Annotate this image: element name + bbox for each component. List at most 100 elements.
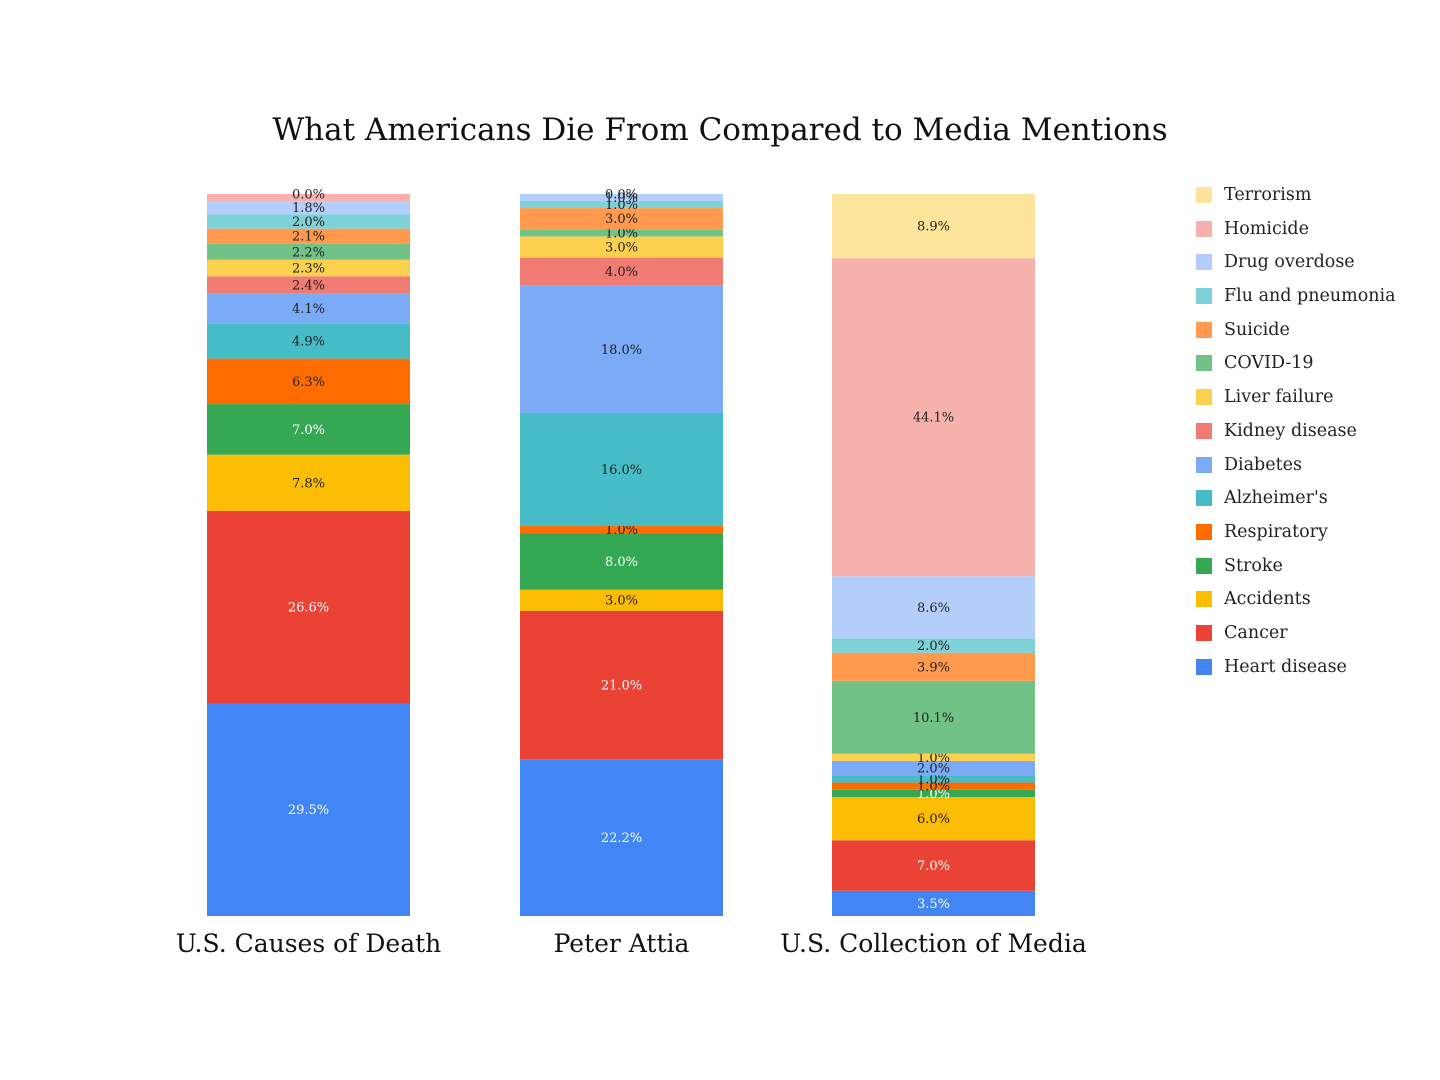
bar-segment-heart-disease-u-s-collection-of-media bbox=[832, 890, 1035, 916]
data-label-drug-overdose-u-s-collection-of-media: 8.6% bbox=[917, 601, 950, 616]
legend-swatch bbox=[1196, 422, 1212, 439]
bar-segment-alzheimer-s-u-s-collection-of-media bbox=[832, 775, 1035, 783]
data-label-accidents-u-s-causes-of-death: 7.8% bbox=[292, 476, 325, 491]
category-label-u-s-causes-of-death: U.S. Causes of Death bbox=[176, 929, 442, 958]
bar-segment-liver-failure-u-s-collection-of-media bbox=[832, 753, 1035, 761]
bar-segment-covid-19-peter-attia bbox=[520, 229, 723, 237]
legend-swatch bbox=[1196, 557, 1212, 574]
data-label-respiratory-u-s-causes-of-death: 6.3% bbox=[292, 375, 325, 390]
legend-swatch bbox=[1196, 288, 1212, 305]
data-label-alzheimer-s-u-s-collection-of-media: 1.0% bbox=[917, 772, 950, 787]
chart-title: What Americans Die From Compared to Medi… bbox=[272, 112, 1168, 148]
category-label-peter-attia: Peter Attia bbox=[554, 929, 690, 958]
bar-segment-diabetes-u-s-causes-of-death bbox=[207, 293, 410, 324]
legend-item-liver-failure: Liver failure bbox=[1196, 384, 1436, 418]
bar-segment-drug-overdose-u-s-causes-of-death bbox=[207, 201, 410, 215]
legend-swatch bbox=[1196, 187, 1212, 203]
bar-segment-kidney-disease-peter-attia bbox=[520, 257, 723, 286]
data-label-liver-failure-peter-attia: 3.0% bbox=[605, 240, 638, 255]
bar-segment-alzheimer-s-peter-attia bbox=[520, 413, 723, 527]
legend-label: Respiratory bbox=[1224, 521, 1328, 542]
bar-segment-heart-disease-u-s-causes-of-death bbox=[207, 703, 410, 916]
data-label-drug-overdose-peter-attia: 1.0% bbox=[605, 191, 638, 206]
data-label-liver-failure-u-s-collection-of-media: 1.0% bbox=[917, 751, 950, 766]
legend-label: COVID-19 bbox=[1224, 353, 1314, 374]
bar-stack-peter-attia: 22.2% 21.0% 3.0% 8.0% 1.0% 16.0% 18.0% 4.0% 3.0%… bbox=[520, 188, 723, 916]
data-label-diabetes-u-s-collection-of-media: 2.0% bbox=[917, 762, 950, 777]
legend-swatch bbox=[1196, 591, 1212, 608]
data-label-heart-disease-peter-attia: 22.2% bbox=[601, 831, 642, 846]
bar-segment-suicide-peter-attia bbox=[520, 208, 723, 230]
bar-segment-accidents-peter-attia bbox=[520, 589, 723, 611]
legend-swatch bbox=[1196, 523, 1212, 540]
bar-segment-liver-failure-peter-attia bbox=[520, 236, 723, 258]
bar-segment-flu-and-pneumonia-peter-attia bbox=[520, 201, 723, 209]
legend-label: Cancer bbox=[1224, 622, 1288, 643]
legend-label: Liver failure bbox=[1224, 387, 1334, 408]
bar-segment-cancer-u-s-causes-of-death bbox=[207, 510, 410, 704]
bar-segment-diabetes-peter-attia bbox=[520, 285, 723, 413]
bar-stack-u-s-causes-of-death: 29.5% 26.6% 7.8% 7.0% 6.3% 4.9% 4.1% 2.4%2.3% 2.… bbox=[207, 188, 410, 916]
data-label-cancer-u-s-causes-of-death: 26.6% bbox=[288, 600, 329, 615]
category-label-u-s-collection-of-media: U.S. Collection of Media bbox=[780, 929, 1087, 958]
data-label-suicide-u-s-collection-of-media: 3.9% bbox=[917, 660, 950, 675]
data-label-heart-disease-u-s-causes-of-death: 29.5% bbox=[288, 803, 329, 818]
legend-item-homicide: Homicide bbox=[1196, 216, 1436, 250]
legend-label: Flu and pneumonia bbox=[1224, 286, 1396, 307]
data-label-heart-disease-u-s-collection-of-media: 3.5% bbox=[917, 897, 950, 912]
legend-label: Diabetes bbox=[1224, 454, 1302, 475]
bar-segment-stroke-u-s-causes-of-death bbox=[207, 404, 410, 455]
bar-segment-suicide-u-s-causes-of-death bbox=[207, 228, 410, 244]
legend-item-alzheimer-s: Alzheimer's bbox=[1196, 485, 1436, 519]
bar-segment-stroke-peter-attia bbox=[520, 533, 723, 590]
legend-label: Terrorism bbox=[1224, 185, 1312, 205]
data-label-terrorism-u-s-causes-of-death: 0.0% bbox=[292, 188, 325, 203]
legend-item-terrorism: Terrorism bbox=[1196, 182, 1436, 216]
legend-item-respiratory: Respiratory bbox=[1196, 519, 1436, 553]
data-label-flu-and-pneumonia-u-s-causes-of-death: 2.0% bbox=[292, 215, 325, 230]
legend-swatch bbox=[1196, 321, 1212, 338]
bar-segment-flu-and-pneumonia-u-s-causes-of-death bbox=[207, 214, 410, 229]
legend-swatch bbox=[1196, 490, 1212, 507]
bar-segment-drug-overdose-peter-attia bbox=[520, 194, 723, 202]
data-label-stroke-peter-attia: 8.0% bbox=[605, 555, 638, 570]
legend-item-kidney-disease: Kidney disease bbox=[1196, 418, 1436, 452]
data-label-terrorism-u-s-collection-of-media: 8.9% bbox=[917, 220, 950, 235]
bar-segment-cancer-u-s-collection-of-media bbox=[832, 840, 1035, 891]
data-label-respiratory-u-s-collection-of-media: 1.0% bbox=[917, 780, 950, 795]
bar-segment-liver-failure-u-s-causes-of-death bbox=[207, 259, 410, 277]
bar-segment-respiratory-u-s-causes-of-death bbox=[207, 358, 410, 405]
bar-segment-homicide-u-s-collection-of-media bbox=[832, 258, 1035, 577]
legend-item-stroke: Stroke bbox=[1196, 553, 1436, 587]
data-label-suicide-u-s-causes-of-death: 2.1% bbox=[292, 230, 325, 245]
legend-swatch bbox=[1196, 355, 1212, 372]
data-label-accidents-peter-attia: 3.0% bbox=[605, 594, 638, 609]
data-label-covid-19-peter-attia: 1.0% bbox=[605, 226, 638, 241]
bar-segment-alzheimer-s-u-s-causes-of-death bbox=[207, 323, 410, 359]
legend-swatch bbox=[1196, 658, 1212, 675]
data-label-kidney-disease-peter-attia: 4.0% bbox=[605, 265, 638, 280]
legend-label: Accidents bbox=[1224, 589, 1311, 610]
legend-label: Homicide bbox=[1224, 218, 1309, 239]
legend: Terrorism Homicide Drug overdose Flu and pn… bbox=[1196, 182, 1436, 687]
legend-label: Stroke bbox=[1224, 555, 1283, 576]
data-label-alzheimer-s-peter-attia: 16.0% bbox=[601, 463, 642, 478]
bar-segment-drug-overdose-u-s-collection-of-media bbox=[832, 576, 1035, 639]
data-label-accidents-u-s-collection-of-media: 6.0% bbox=[917, 812, 950, 827]
data-label-covid-19-u-s-collection-of-media: 10.1% bbox=[913, 711, 954, 726]
data-label-stroke-u-s-causes-of-death: 7.0% bbox=[292, 423, 325, 438]
legend-item-suicide: Suicide bbox=[1196, 317, 1436, 351]
data-label-flu-and-pneumonia-peter-attia: 1.0% bbox=[605, 198, 638, 213]
bar-segment-accidents-u-s-collection-of-media bbox=[832, 796, 1035, 841]
bar-segment-respiratory-u-s-collection-of-media bbox=[832, 782, 1035, 790]
legend-label: Drug overdose bbox=[1224, 252, 1355, 273]
data-label-alzheimer-s-u-s-causes-of-death: 4.9% bbox=[292, 334, 325, 349]
data-label-homicide-u-s-collection-of-media: 44.1% bbox=[913, 411, 954, 426]
data-label-covid-19-u-s-causes-of-death: 2.2% bbox=[292, 245, 325, 260]
legend-item-cancer: Cancer bbox=[1196, 620, 1436, 654]
bar-segment-kidney-disease-u-s-causes-of-death bbox=[207, 276, 410, 294]
data-label-kidney-disease-u-s-causes-of-death: 2.4% bbox=[292, 278, 325, 293]
legend-item-drug-overdose: Drug overdose bbox=[1196, 249, 1436, 283]
bar-segment-terrorism-u-s-collection-of-media bbox=[832, 194, 1035, 259]
